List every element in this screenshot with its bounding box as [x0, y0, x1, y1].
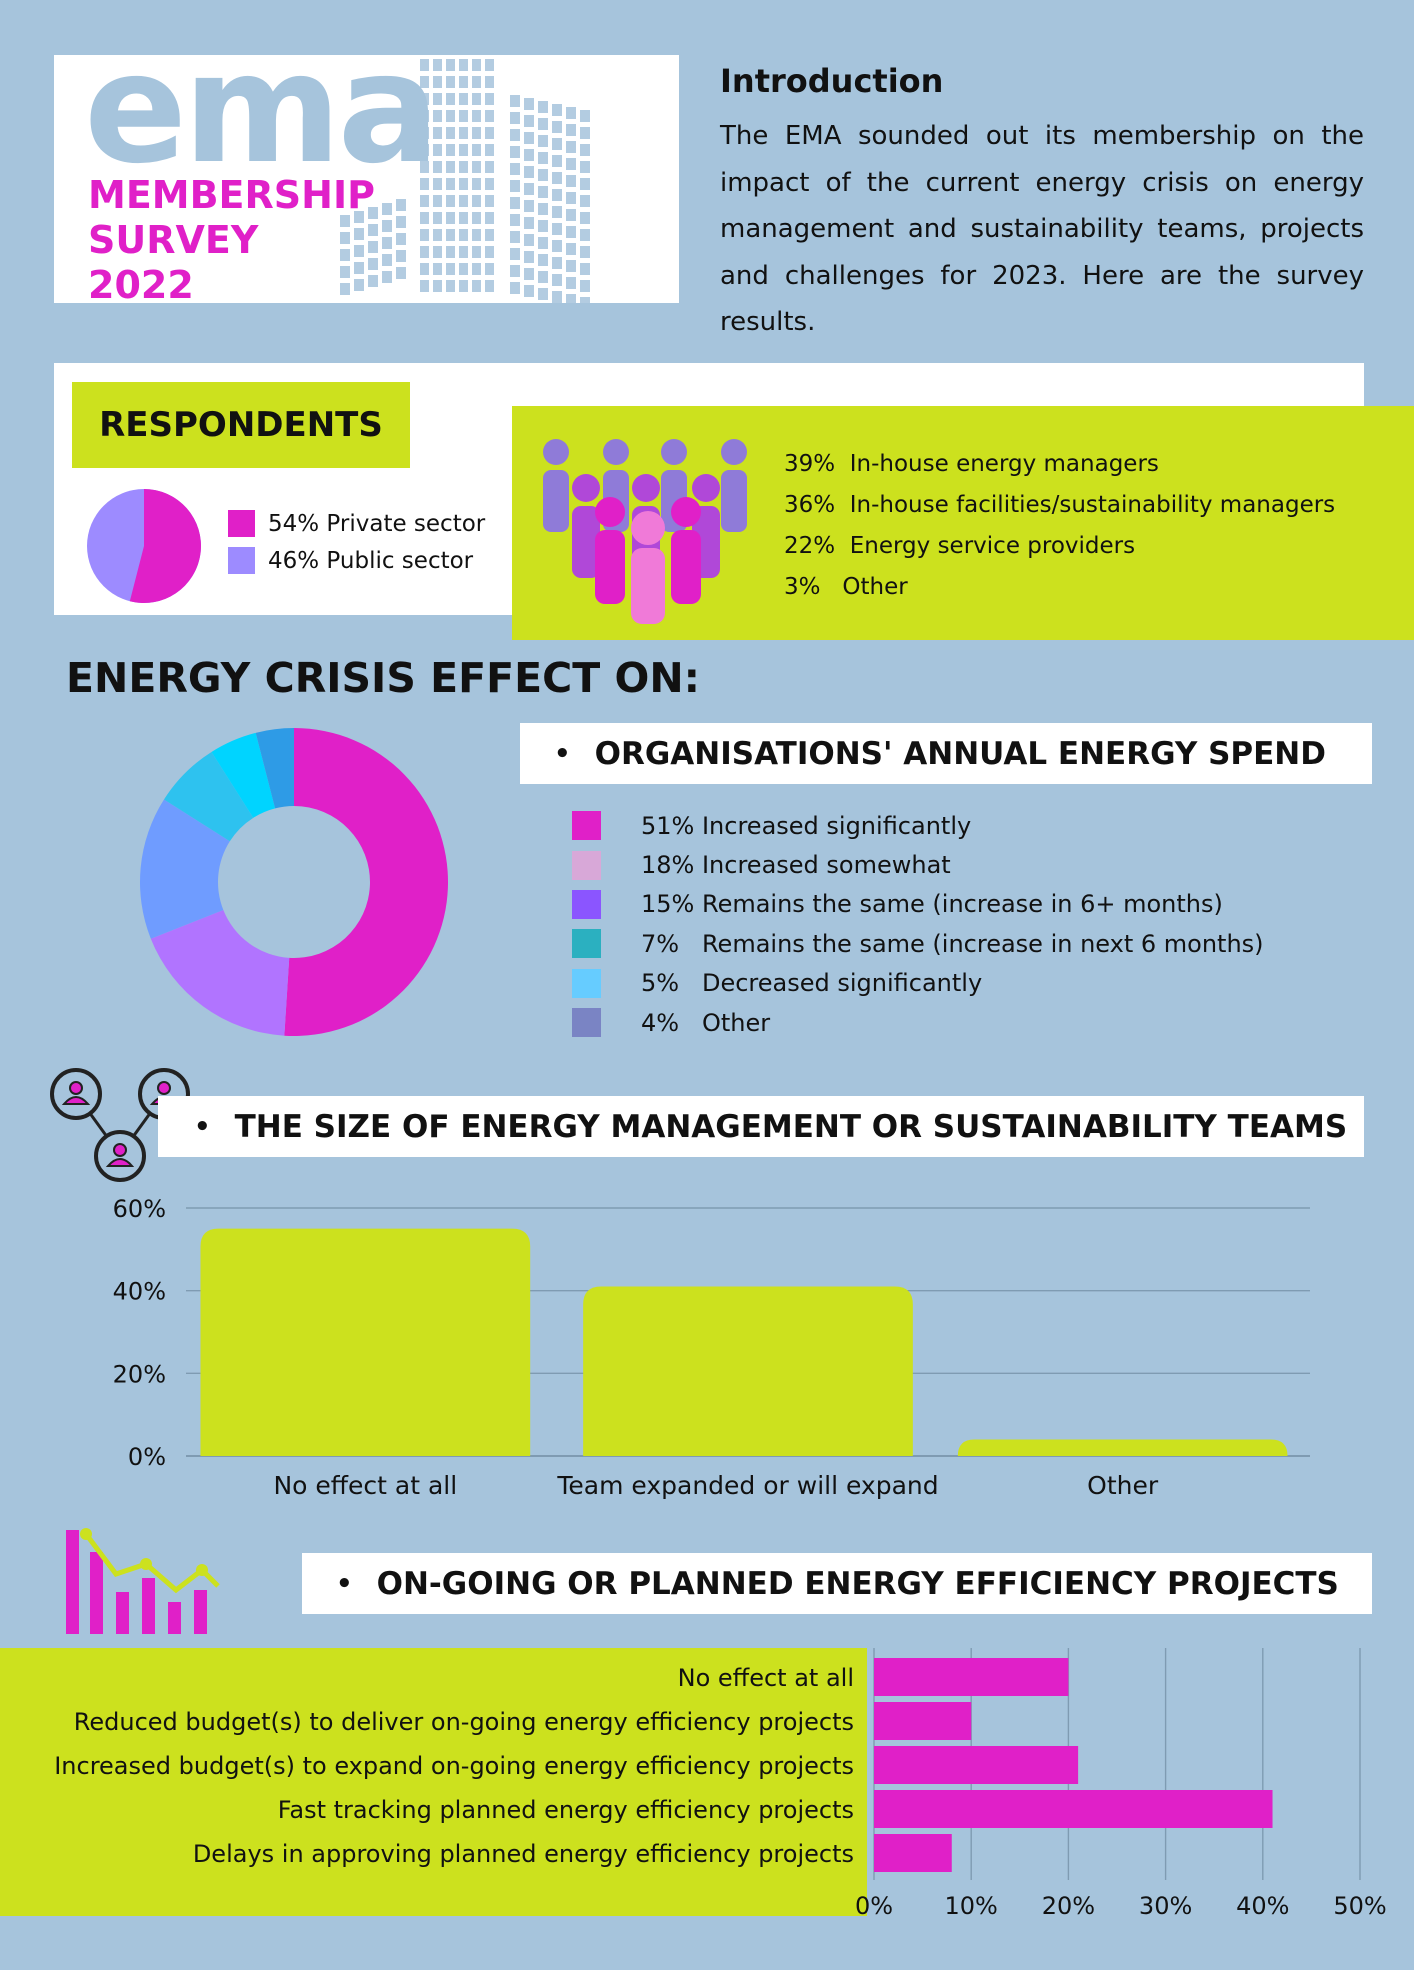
x-tick-label: 50%	[1333, 1892, 1386, 1920]
legend-swatch	[572, 850, 601, 880]
x-tick-label: No effect at all	[273, 1471, 457, 1500]
legend-label: 18% Increased somewhat	[641, 851, 951, 880]
team-size-title-bar: • THE SIZE OF ENERGY MANAGEMENT OR SUSTA…	[158, 1096, 1364, 1157]
sector-legend-public: 46% Public sector	[228, 547, 485, 574]
sector-legend-label: 46% Public sector	[268, 547, 474, 574]
energy-spend-donut	[140, 728, 449, 1036]
y-category-label: Delays in approving planned energy effic…	[193, 1840, 854, 1868]
sector-legend-private: 54% Private sector	[228, 510, 485, 537]
energy-spend-legend: 51% Increased significantly 18% Increased…	[572, 806, 1264, 1042]
x-tick-label: 0%	[855, 1892, 893, 1920]
team-size-title: THE SIZE OF ENERGY MANAGEMENT OR SUSTAIN…	[234, 1108, 1348, 1145]
y-tick-label: 40%	[113, 1278, 166, 1306]
x-tick-label: 10%	[945, 1892, 998, 1920]
team-size-chart: 0% 20% 40% 60% No effect at all Team expanded…	[113, 1195, 1310, 1500]
energy-spend-legend-item: 51% Increased significantly	[572, 806, 1264, 845]
legend-swatch	[572, 1008, 601, 1038]
energy-spend-title-bar: • ORGANISATIONS' ANNUAL ENERGY SPEND	[520, 723, 1372, 784]
sector-pie	[87, 489, 201, 603]
x-tick-label: 20%	[1042, 1892, 1095, 1920]
legend-swatch	[572, 929, 601, 959]
legend-label: 4% Other	[641, 1008, 771, 1037]
energy-spend-legend-item: 15% Remains the same (increase in 6+ mon…	[572, 885, 1264, 924]
intro-title: Introduction	[720, 62, 944, 100]
donut-slice	[163, 751, 254, 842]
energy-spend-legend-item: 5% Decreased significantly	[572, 964, 1264, 1003]
legend-swatch	[572, 811, 601, 841]
logo-card: ema MEMBERSHIP SURVEY 2022	[54, 55, 679, 303]
y-category-label: Reduced budget(s) to deliver on-going en…	[74, 1708, 854, 1736]
project-bar	[874, 1702, 972, 1740]
respondents-heading: RESPONDENTS	[72, 382, 410, 468]
y-category-label: Fast tracking planned energy efficiency …	[278, 1796, 854, 1824]
logo-subtitle: MEMBERSHIP SURVEY 2022	[88, 173, 375, 303]
projects-title: ON-GOING OR PLANNED ENERGY EFFICIENCY PR…	[376, 1565, 1339, 1602]
x-tick-label: Other	[1087, 1471, 1159, 1500]
team-bar	[957, 1439, 1288, 1456]
role-item: 22% Energy service providers	[784, 533, 1136, 559]
y-tick-label: 20%	[113, 1360, 166, 1388]
legend-label: 15% Remains the same (increase in 6+ mon…	[641, 890, 1223, 919]
y-category-label: Increased budget(s) to expand on-going e…	[54, 1752, 854, 1780]
bullet: •	[194, 1111, 211, 1142]
legend-label: 7% Remains the same (increase in next 6 …	[641, 929, 1264, 958]
bar-chart-trend-icon	[66, 1528, 220, 1634]
energy-spend-legend-item: 18% Increased somewhat	[572, 845, 1264, 884]
bullet: •	[554, 738, 571, 769]
intro-text: The EMA sounded out its membership on th…	[720, 121, 1364, 337]
team-bar	[583, 1286, 913, 1456]
legend-swatch	[228, 547, 255, 574]
x-tick-label: 30%	[1139, 1892, 1192, 1920]
legend-label: 5% Decreased significantly	[641, 969, 983, 998]
energy-spend-legend-item: 4% Other	[572, 1003, 1264, 1042]
projects-title-bar: • ON-GOING OR PLANNED ENERGY EFFICIENCY …	[302, 1553, 1372, 1614]
building-icon	[340, 59, 590, 303]
bullet: •	[336, 1568, 353, 1599]
sector-legend-label: 54% Private sector	[268, 510, 486, 537]
roles-panel: 39% In-house energy managers 36% In-hous…	[512, 406, 1414, 640]
x-tick-label: 40%	[1236, 1892, 1289, 1920]
project-bar	[874, 1658, 1069, 1696]
logo-word: ema	[84, 55, 440, 197]
energy-spend-legend-item: 7% Remains the same (increase in next 6 …	[572, 924, 1264, 963]
sector-slice-private	[129, 489, 201, 603]
team-bar	[200, 1228, 531, 1456]
legend-label: 51% Increased significantly	[641, 811, 972, 840]
donut-slice	[150, 909, 290, 1036]
y-tick-label: 60%	[113, 1195, 166, 1223]
donut-slice	[211, 732, 276, 818]
x-tick-label: Team expanded or will expand	[556, 1471, 938, 1500]
project-bar	[874, 1790, 1273, 1828]
donut-slice	[284, 728, 449, 1036]
crisis-heading: ENERGY CRISIS EFFECT ON:	[66, 654, 701, 702]
legend-swatch	[572, 968, 601, 998]
role-item: 36% In-house facilities/sustainability m…	[784, 492, 1336, 518]
energy-spend-title: ORGANISATIONS' ANNUAL ENERGY SPEND	[594, 735, 1326, 772]
project-bar	[874, 1746, 1079, 1784]
y-tick-label: 0%	[128, 1443, 166, 1471]
role-item: 39% In-house energy managers	[784, 451, 1159, 477]
donut-slice	[255, 728, 294, 809]
projects-label-panel	[0, 1648, 867, 1916]
roles-list: 39% In-house energy managers 36% In-hous…	[784, 444, 1335, 608]
people-group-icon	[543, 439, 747, 624]
role-item: 3% Other	[784, 574, 908, 600]
donut-slice	[140, 799, 230, 939]
legend-swatch	[228, 510, 255, 537]
sector-legend: 54% Private sector 46% Public sector	[228, 510, 485, 574]
legend-swatch	[572, 889, 601, 919]
projects-chart: 0% 10% 20% 30% 40% 50% No effect at all Reduced…	[54, 1648, 1387, 1920]
y-category-label: No effect at all	[678, 1664, 854, 1692]
project-bar	[874, 1834, 952, 1872]
